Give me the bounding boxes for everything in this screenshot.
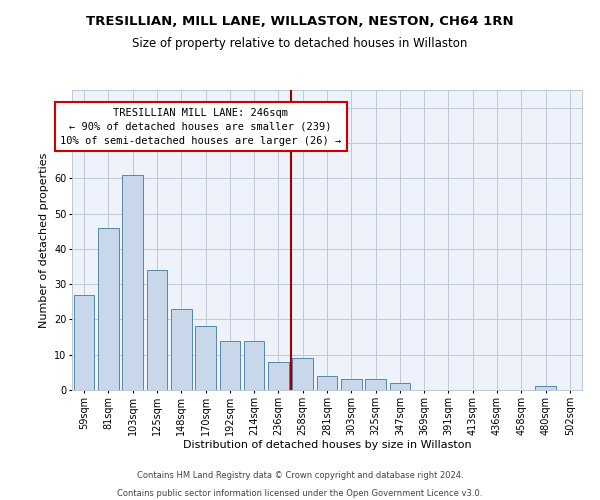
Bar <box>74 294 94 390</box>
Bar <box>292 358 313 390</box>
Bar <box>146 270 167 390</box>
Bar <box>535 386 556 390</box>
Bar <box>317 376 337 390</box>
Bar <box>389 383 410 390</box>
Bar <box>195 326 216 390</box>
Y-axis label: Number of detached properties: Number of detached properties <box>38 152 49 328</box>
Text: TRESILLIAN, MILL LANE, WILLASTON, NESTON, CH64 1RN: TRESILLIAN, MILL LANE, WILLASTON, NESTON… <box>86 15 514 28</box>
Bar <box>122 174 143 390</box>
Bar <box>268 362 289 390</box>
Text: Contains HM Land Registry data © Crown copyright and database right 2024.: Contains HM Land Registry data © Crown c… <box>137 471 463 480</box>
Text: Contains public sector information licensed under the Open Government Licence v3: Contains public sector information licen… <box>118 488 482 498</box>
Bar <box>244 340 265 390</box>
X-axis label: Distribution of detached houses by size in Willaston: Distribution of detached houses by size … <box>182 440 472 450</box>
Bar <box>365 380 386 390</box>
Bar <box>220 340 240 390</box>
Bar <box>98 228 119 390</box>
Text: Size of property relative to detached houses in Willaston: Size of property relative to detached ho… <box>133 38 467 51</box>
Bar <box>341 380 362 390</box>
Bar <box>171 309 191 390</box>
Text: TRESILLIAN MILL LANE: 246sqm
← 90% of detached houses are smaller (239)
10% of s: TRESILLIAN MILL LANE: 246sqm ← 90% of de… <box>60 108 341 146</box>
